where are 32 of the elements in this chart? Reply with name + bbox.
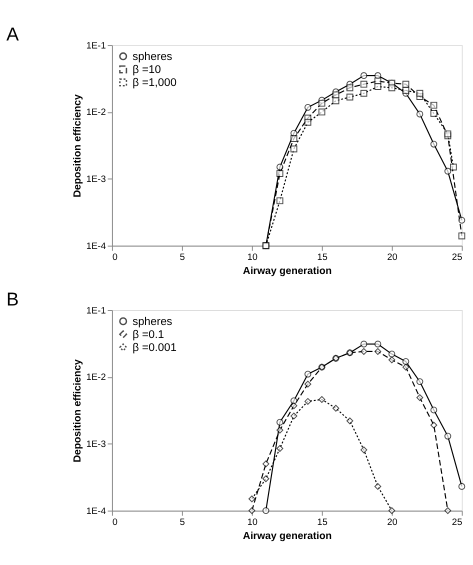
chart-title: B	[6, 288, 19, 310]
y-tick-label: 1E-1	[86, 40, 106, 50]
legend-label: β =10	[132, 64, 162, 76]
y-tick-label: 1E-3	[86, 174, 106, 184]
x-tick-label: 5	[180, 252, 185, 262]
x-tick-label: 0	[112, 252, 118, 262]
chart-title: A	[6, 23, 20, 44]
legend-label: spheres	[132, 51, 173, 64]
x-tick-label: 25	[452, 517, 462, 528]
y-tick-label: 1E-2	[86, 107, 106, 118]
y-axis-title: Deposition efficiency	[72, 94, 84, 198]
x-axis-title: Airway generation	[242, 266, 332, 278]
x-tick-label: 15	[317, 252, 328, 262]
y-tick-label: 1E-1	[86, 305, 106, 316]
y-tick-label: 1E-3	[86, 439, 106, 450]
x-tick-label: 10	[247, 252, 258, 262]
legend-label: β =1,000	[132, 77, 177, 90]
x-tick-label: 0	[112, 517, 118, 528]
legend-label: spheres	[132, 316, 173, 328]
x-tick-label: 20	[387, 517, 398, 528]
x-tick-label: 5	[180, 517, 185, 528]
y-tick-label: 1E-2	[86, 372, 106, 382]
x-tick-label: 15	[317, 517, 328, 528]
y-axis-title: Deposition efficiency	[72, 358, 84, 462]
legend-label: β =0.1	[132, 329, 164, 342]
y-tick-label: 1E-4	[86, 240, 106, 251]
legend-label: β =0.001	[132, 342, 177, 354]
x-tick-label: 20	[387, 252, 398, 262]
x-axis-title: Airway generation	[242, 531, 332, 542]
x-tick-label: 10	[247, 517, 258, 528]
x-tick-label: 25	[452, 252, 462, 262]
y-tick-label: 1E-4	[86, 506, 106, 516]
